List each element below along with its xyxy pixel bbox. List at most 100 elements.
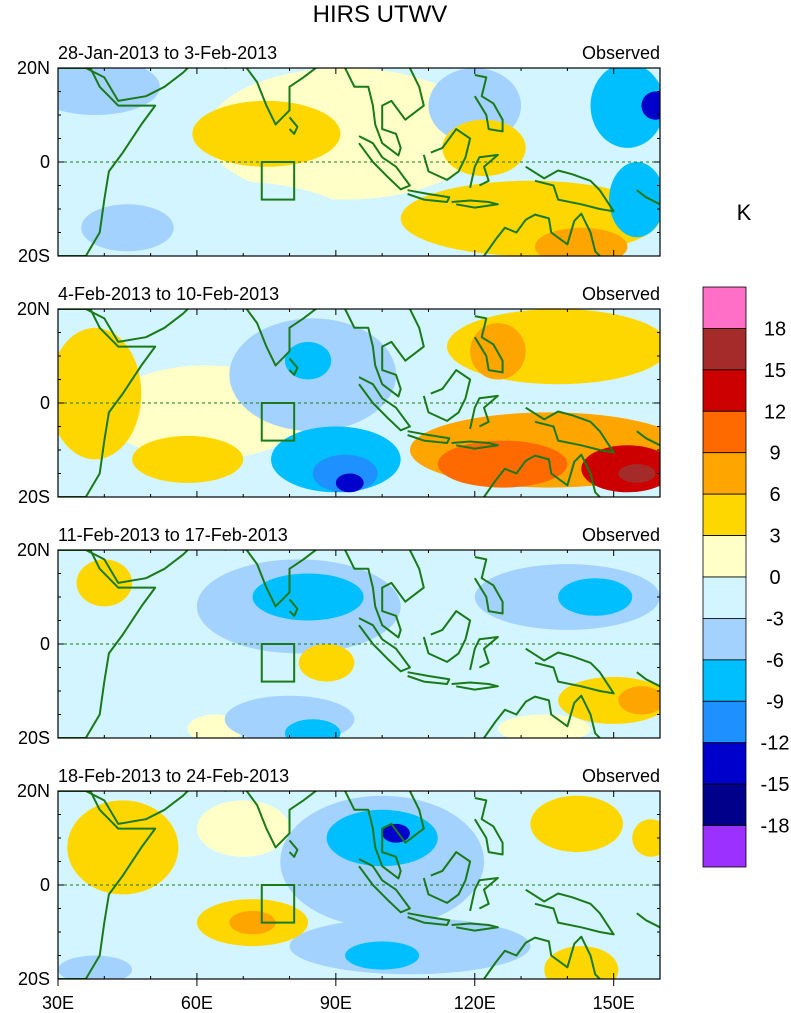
anomaly-blob [298, 644, 355, 682]
colorbar-level-label: 6 [769, 484, 780, 506]
coastlines [58, 309, 660, 497]
x-tick-label: 30E [42, 993, 74, 1013]
coastline [358, 858, 411, 914]
coastline [473, 74, 504, 133]
colorbar-level-label: 18 [764, 318, 786, 340]
anomaly-blob [132, 435, 244, 483]
y-tick-label: 20N [17, 781, 50, 801]
coastline [224, 309, 318, 367]
anomaly-blob [618, 464, 656, 483]
anomaly-blob [58, 327, 142, 460]
x-tick-label: 150E [593, 993, 635, 1013]
coastline [358, 135, 411, 191]
anomaly-blob [609, 162, 660, 238]
coastline [451, 681, 499, 691]
x-tick-label: 90E [320, 993, 352, 1013]
y-tick-label: 20S [18, 487, 50, 507]
coastline [469, 153, 499, 189]
anomaly-blob [437, 440, 568, 488]
coastline [288, 598, 299, 617]
colorbar-swatch [702, 825, 747, 868]
coastlines [58, 68, 660, 256]
y-tick-label: 0 [40, 152, 50, 172]
coastline [407, 671, 451, 685]
coastline [224, 791, 318, 849]
anomaly-blob [497, 714, 591, 738]
colorbar-swatch [702, 410, 747, 454]
anomaly-blob [247, 126, 313, 160]
x-tick-label: 60E [181, 993, 213, 1013]
coastline [58, 68, 157, 256]
coastline [224, 550, 318, 608]
anomaly-field [58, 550, 660, 738]
y-tick-label: 20S [18, 969, 50, 989]
panel-period-label: 11-Feb-2013 to 17-Feb-2013 [58, 525, 288, 545]
coastline [288, 357, 299, 376]
coastline [473, 315, 504, 374]
colorbar-level-label: 9 [769, 443, 780, 465]
colorbar-swatch [702, 783, 747, 826]
y-tick-label: 0 [40, 634, 50, 654]
coastline [58, 791, 157, 979]
anomaly-blob [62, 658, 193, 724]
colorbar-level-label: 3 [769, 526, 780, 548]
anomaly-blob [534, 227, 628, 256]
y-tick-label: 20N [17, 540, 50, 560]
anomaly-blob [558, 578, 633, 616]
map-panel-4: 20N 0 20S 18-Feb-2013 to 24-Feb-2013 Observe… [17, 766, 661, 989]
y-tick-label: 20N [17, 58, 50, 78]
anomaly-blob [76, 559, 133, 607]
coastline [451, 440, 499, 450]
panel-period-label: 4-Feb-2013 to 10-Feb-2013 [58, 284, 279, 304]
anomaly-blob [632, 819, 660, 857]
coastline [636, 189, 660, 206]
coastlines [58, 791, 660, 979]
coastline [636, 430, 660, 447]
region-box [260, 402, 296, 442]
colorbar-level-label: 0 [769, 567, 780, 589]
anomaly-blob [58, 68, 160, 115]
coastline [58, 309, 157, 497]
coastline [288, 839, 299, 858]
map-panel-2: 20N 0 20S 4-Feb-2013 to 10-Feb-2013 Observed [17, 284, 661, 507]
anomaly-blob [618, 686, 660, 715]
anomaly-blob [196, 800, 290, 857]
colorbar-swatch [702, 328, 747, 371]
panel-period-label: 18-Feb-2013 to 24-Feb-2013 [58, 766, 289, 786]
anomaly-field [58, 791, 660, 979]
coastline [473, 556, 504, 615]
coastline [469, 877, 499, 912]
colorbar-level-label: -18 [761, 816, 790, 838]
panel-period-label: 28-Jan-2013 to 3-Feb-2013 [58, 43, 277, 63]
y-tick-label: 20S [18, 728, 50, 748]
coastline [483, 212, 601, 256]
coastline [288, 116, 299, 135]
anomaly-blob [345, 941, 420, 970]
coastline [422, 369, 472, 422]
colorbar-swatch [702, 659, 747, 702]
anomaly-blob [590, 68, 660, 148]
coastline [451, 199, 499, 209]
colorbar-level-label: -12 [761, 733, 790, 755]
anomaly-blob [252, 573, 364, 621]
coastline [344, 791, 425, 880]
coastline [636, 671, 660, 688]
colorbar-swatch [702, 618, 747, 661]
coastline [483, 453, 601, 497]
colorbar-level-label: -6 [766, 650, 784, 672]
coastline [422, 851, 472, 904]
coastline [358, 376, 411, 432]
coastline [344, 309, 425, 398]
coastlines [58, 550, 660, 738]
coastline [358, 617, 411, 673]
coastline [525, 888, 615, 936]
colorbar-level-label: -15 [761, 774, 790, 796]
coastline [85, 550, 189, 584]
colorbar-level-label: -3 [766, 608, 784, 630]
coastline [636, 912, 660, 929]
anomaly-blob [544, 946, 619, 979]
colorbar-swatch [702, 576, 747, 619]
anomaly-blob [284, 719, 341, 738]
coastline [483, 694, 601, 738]
anomaly-field [58, 309, 660, 497]
